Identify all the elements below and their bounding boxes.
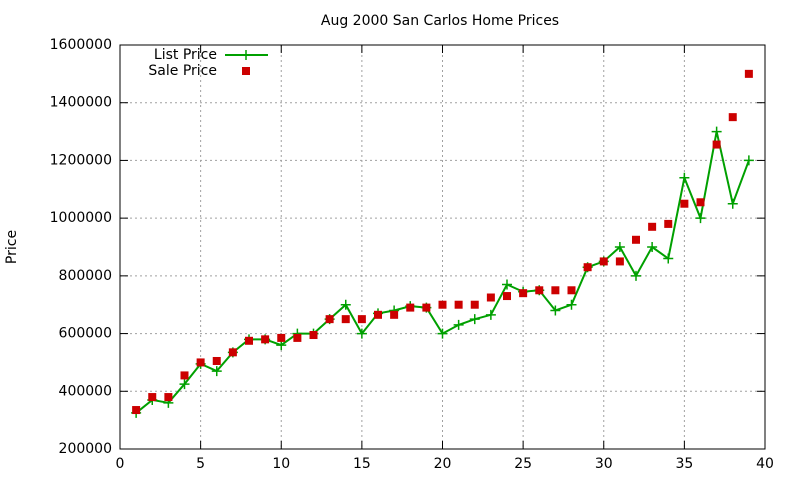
y-tick-label: 1400000 — [50, 95, 112, 111]
y-tick-label: 800000 — [59, 268, 112, 284]
data-point — [293, 333, 302, 342]
x-tick-label: 25 — [514, 456, 532, 472]
data-point — [614, 242, 625, 252]
plot-border — [119, 44, 766, 450]
data-point — [503, 292, 511, 301]
data-point — [519, 289, 528, 298]
data-point — [535, 286, 544, 295]
data-point — [599, 257, 608, 266]
x-tick-label: 0 — [116, 456, 125, 472]
y-tick-label: 1200000 — [50, 152, 112, 168]
data-point — [502, 279, 512, 290]
data-point — [228, 348, 237, 357]
x-tick-label: 5 — [196, 456, 205, 472]
data-point — [550, 305, 561, 316]
data-point — [390, 310, 399, 319]
x-tick-label: 20 — [434, 456, 452, 472]
data-point — [357, 315, 366, 324]
data-point — [663, 253, 674, 264]
data-point — [727, 198, 738, 209]
data-point — [743, 155, 754, 166]
data-point — [309, 331, 318, 340]
x-tick-label: 35 — [675, 456, 693, 472]
data-point — [680, 199, 689, 208]
x-tick-label: 40 — [756, 456, 774, 472]
data-point — [212, 356, 221, 365]
data-point — [567, 286, 576, 295]
data-point — [179, 379, 190, 390]
data-point — [664, 219, 673, 228]
data-point — [615, 257, 624, 266]
data-point — [374, 310, 382, 319]
data-point — [583, 263, 592, 272]
data-point — [454, 300, 463, 309]
y-tick-label: 1000000 — [50, 210, 112, 226]
data-point — [647, 242, 658, 252]
data-point — [164, 393, 173, 402]
data-point — [696, 198, 705, 207]
x-tick-label: 15 — [353, 456, 371, 472]
data-point — [728, 113, 737, 122]
y-tick-label: 400000 — [59, 383, 112, 399]
data-point — [486, 293, 495, 302]
data-point — [744, 69, 753, 78]
x-tick-label: 10 — [272, 456, 290, 472]
legend-label: List Price — [154, 47, 217, 63]
data-point — [325, 315, 334, 324]
data-point — [341, 315, 350, 324]
data-point — [566, 299, 577, 310]
data-point — [245, 336, 253, 345]
data-point — [453, 319, 464, 330]
data-point — [211, 366, 222, 377]
data-point — [470, 300, 479, 309]
data-point — [679, 172, 690, 183]
data-point — [485, 309, 496, 320]
data-point — [551, 286, 560, 295]
chart-title: Aug 2000 San Carlos Home Prices — [321, 13, 559, 29]
data-point — [340, 299, 351, 310]
data-point — [277, 333, 286, 342]
y-tick-label: 600000 — [59, 326, 112, 342]
data-point — [132, 406, 141, 415]
data-point — [180, 371, 189, 380]
data-point — [261, 335, 270, 344]
data-point — [469, 314, 480, 325]
x-tick-label: 30 — [595, 456, 613, 472]
data-point — [438, 300, 447, 309]
legend-marker — [242, 67, 250, 75]
data-point — [632, 235, 640, 244]
data-point — [422, 303, 431, 312]
y-tick-label: 1600000 — [50, 37, 112, 53]
y-tick-label: 200000 — [59, 441, 112, 457]
data-point — [712, 140, 721, 149]
data-point — [695, 213, 706, 224]
legend-marker — [241, 50, 251, 60]
data-point — [648, 222, 657, 231]
data-point — [631, 270, 641, 281]
data-point — [356, 328, 367, 339]
data-point — [196, 358, 205, 367]
legend-label: Sale Price — [148, 63, 217, 79]
data-point — [148, 393, 157, 402]
data-point — [711, 126, 722, 137]
data-point — [437, 328, 448, 339]
data-point — [406, 303, 415, 312]
y-axis-label: Price — [4, 230, 20, 264]
